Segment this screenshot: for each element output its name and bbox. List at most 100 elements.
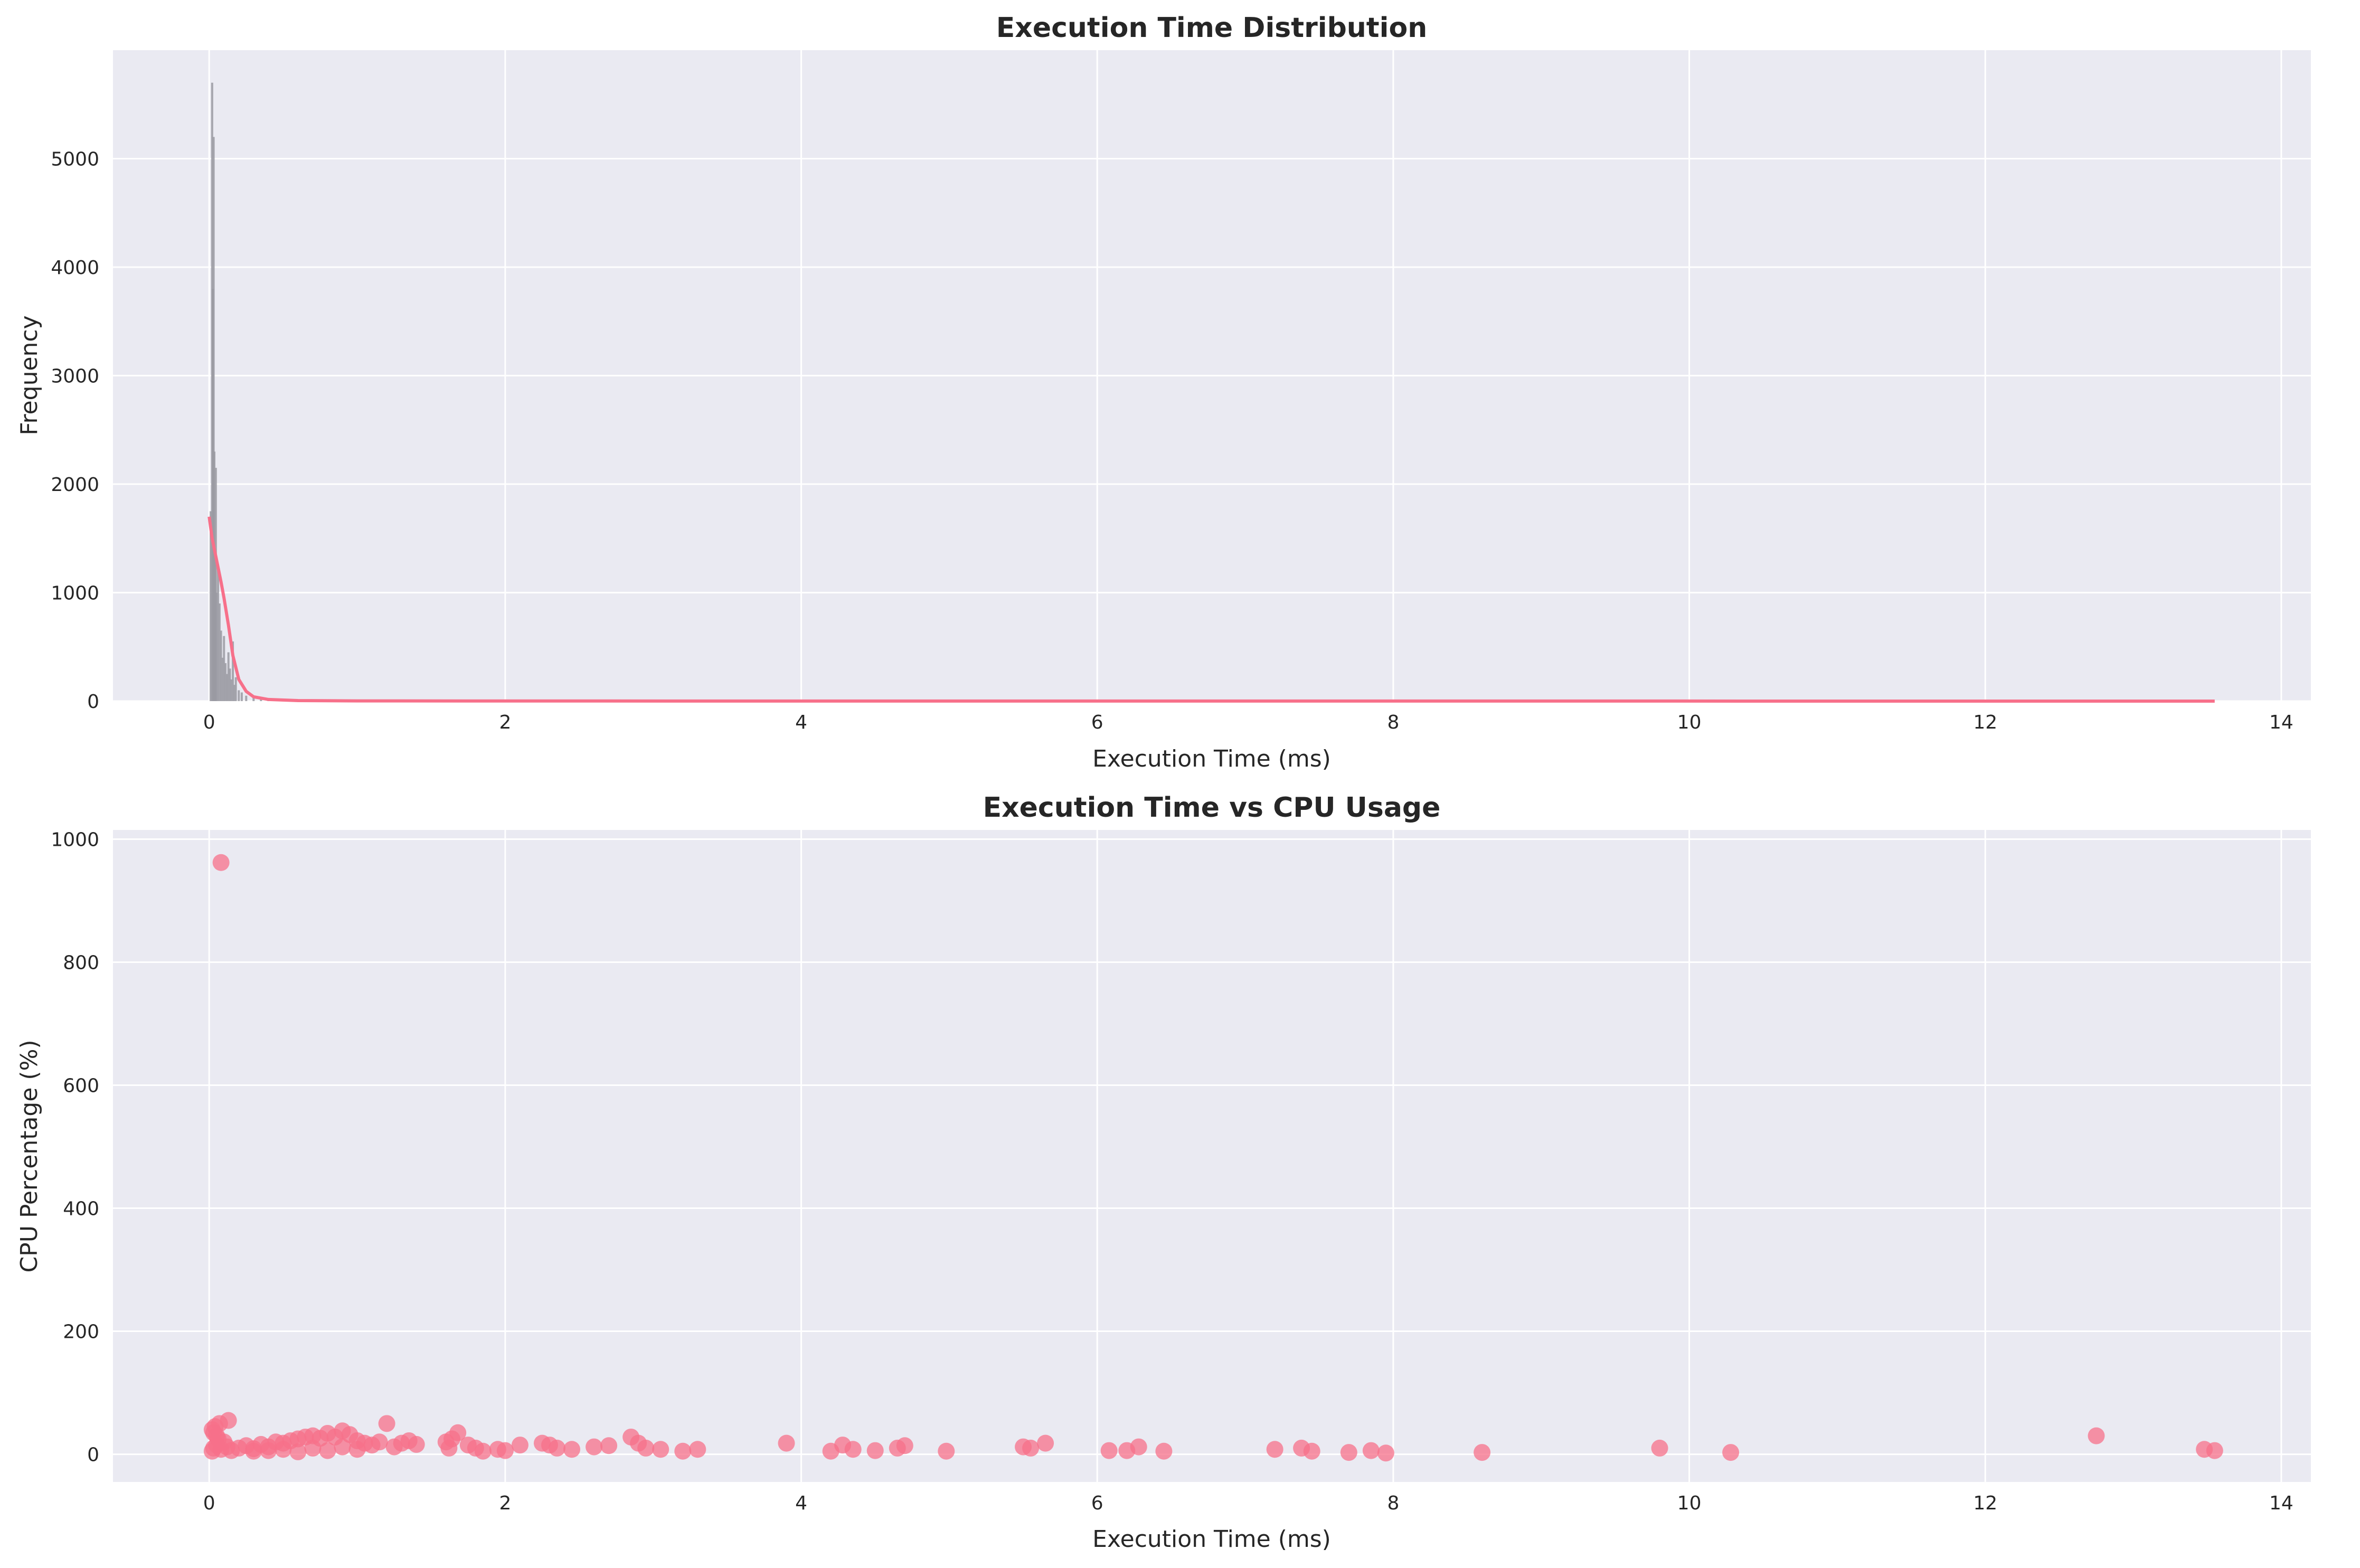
histogram-bar xyxy=(260,699,262,701)
scatter-point xyxy=(1022,1439,1040,1457)
y-tick-label: 800 xyxy=(63,952,99,974)
scatter-x-label: Execution Time (ms) xyxy=(1092,1526,1331,1553)
x-tick-label: 4 xyxy=(795,1493,807,1514)
scatter-point xyxy=(212,854,230,871)
histogram-bar xyxy=(238,690,240,701)
histogram-bars xyxy=(210,82,270,701)
scatter-y-label: CPU Percentage (%) xyxy=(16,1040,43,1272)
x-tick-label: 0 xyxy=(203,1493,215,1514)
x-tick-label: 0 xyxy=(203,712,215,733)
y-tick-label: 0 xyxy=(87,691,99,713)
scatter-point xyxy=(866,1442,884,1459)
scatter-title: Execution Time vs CPU Usage xyxy=(983,792,1441,824)
x-tick-label: 12 xyxy=(1973,1493,1997,1514)
histogram-bar xyxy=(225,674,228,701)
scatter-point xyxy=(549,1439,566,1457)
scatter-point xyxy=(2206,1442,2223,1459)
histogram-bar xyxy=(212,137,215,701)
scatter-point xyxy=(674,1442,692,1460)
histogram-x-label: Execution Time (ms) xyxy=(1092,745,1331,772)
scatter-point xyxy=(778,1434,795,1452)
x-tick-label: 10 xyxy=(1677,1493,1702,1514)
x-tick-label: 10 xyxy=(1677,712,1702,733)
scatter-point xyxy=(319,1442,336,1459)
y-tick-label: 2000 xyxy=(51,474,99,496)
scatter-point xyxy=(600,1437,618,1454)
y-tick-label: 1000 xyxy=(51,829,99,851)
x-tick-label: 14 xyxy=(2269,1493,2293,1514)
scatter-point xyxy=(1377,1444,1394,1462)
scatter-point xyxy=(896,1437,913,1454)
scatter-point xyxy=(449,1424,467,1441)
x-tick-label: 8 xyxy=(1387,1493,1399,1514)
scatter-chart: 0 2 4 6 8 10 12 14 0 200 400 600 800 1000 Execution … xyxy=(16,792,2311,1553)
scatter-point xyxy=(304,1439,322,1457)
scatter-point xyxy=(1266,1441,1283,1458)
y-tick-label: 200 xyxy=(63,1321,99,1343)
histogram-bar xyxy=(217,565,220,701)
x-tick-label: 2 xyxy=(499,712,511,733)
scatter-point xyxy=(1155,1442,1173,1460)
histogram-bar xyxy=(218,603,221,701)
y-tick-label: 400 xyxy=(63,1198,99,1220)
scatter-point xyxy=(1100,1442,1118,1459)
scatter-point xyxy=(260,1442,277,1459)
scatter-point xyxy=(289,1443,307,1460)
x-tick-label: 2 xyxy=(499,1493,511,1514)
histogram-bar xyxy=(234,677,237,701)
scatter-point xyxy=(637,1439,655,1457)
scatter-point xyxy=(348,1441,366,1458)
scatter-point xyxy=(586,1438,603,1456)
histogram-bar xyxy=(252,697,255,701)
histogram-bar xyxy=(223,636,225,701)
scatter-points xyxy=(203,854,2223,1462)
y-tick-label: 4000 xyxy=(51,257,99,279)
scatter-point xyxy=(1130,1438,1147,1456)
histogram-bar xyxy=(229,668,231,701)
scatter-point xyxy=(334,1438,351,1456)
histogram-bar xyxy=(233,685,235,701)
scatter-point xyxy=(652,1441,669,1458)
scatter-point xyxy=(371,1433,388,1451)
histogram-bar xyxy=(215,592,218,701)
scatter-point xyxy=(1651,1439,1668,1457)
scatter-point xyxy=(511,1437,528,1454)
scatter-point xyxy=(220,1412,237,1429)
scatter-point xyxy=(1474,1444,1491,1461)
y-tick-label: 0 xyxy=(87,1444,99,1466)
scatter-point xyxy=(1340,1444,1357,1461)
histogram-chart: 0 2 4 6 8 10 12 14 0 1000 2000 3000 4000 5000 Execut… xyxy=(16,12,2311,772)
histogram-bar xyxy=(245,695,248,701)
scatter-point xyxy=(245,1442,262,1460)
scatter-point xyxy=(1362,1442,1380,1459)
scatter-point xyxy=(938,1442,955,1460)
histogram-y-label: Frequency xyxy=(16,315,43,435)
histogram-bar xyxy=(232,641,234,701)
scatter-point xyxy=(378,1415,395,1432)
x-tick-label: 6 xyxy=(1091,712,1103,733)
scatter-point xyxy=(844,1441,862,1458)
histogram-title: Execution Time Distribution xyxy=(996,12,1428,44)
histogram-bar xyxy=(210,511,212,701)
histogram-bar xyxy=(227,652,230,701)
y-tick-label: 600 xyxy=(63,1075,99,1097)
histogram-bar xyxy=(230,679,233,701)
x-tick-label: 8 xyxy=(1387,712,1399,733)
scatter-point xyxy=(275,1441,292,1458)
scatter-point xyxy=(1303,1442,1320,1460)
histogram-bar xyxy=(224,663,227,701)
scatter-point xyxy=(408,1435,425,1453)
y-tick-label: 1000 xyxy=(51,583,99,604)
histogram-y-ticks: 0 1000 2000 3000 4000 5000 xyxy=(51,149,99,713)
x-tick-label: 14 xyxy=(2269,712,2293,733)
scatter-x-ticks: 0 2 4 6 8 10 12 14 xyxy=(203,1493,2293,1514)
histogram-x-ticks: 0 2 4 6 8 10 12 14 xyxy=(203,712,2293,733)
histogram-kde-line xyxy=(207,516,2215,703)
x-tick-label: 4 xyxy=(795,712,807,733)
scatter-point xyxy=(2088,1427,2105,1444)
scatter-y-ticks: 0 200 400 600 800 1000 xyxy=(51,829,99,1466)
scatter-point xyxy=(563,1441,581,1458)
scatter-gridlines xyxy=(113,830,2311,1482)
y-tick-label: 3000 xyxy=(51,366,99,388)
